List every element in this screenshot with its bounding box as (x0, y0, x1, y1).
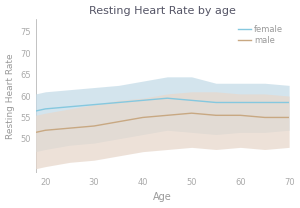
male (141, 116, 145, 119)
male (117, 120, 120, 123)
male (214, 114, 218, 116)
female (214, 101, 218, 104)
female (263, 101, 267, 104)
male (165, 114, 169, 116)
male (68, 127, 71, 129)
male (238, 114, 242, 116)
Y-axis label: Resting Heart Rate: Resting Heart Rate (6, 53, 15, 139)
female (34, 110, 38, 112)
male (190, 112, 194, 114)
Line: male: male (36, 113, 289, 132)
female (44, 108, 47, 110)
female (190, 99, 194, 102)
Title: Resting Heart Rate by age: Resting Heart Rate by age (89, 6, 236, 16)
male (34, 131, 38, 134)
male (92, 125, 96, 127)
male (44, 129, 47, 131)
female (165, 97, 169, 99)
female (117, 101, 120, 104)
Line: female: female (36, 98, 289, 111)
male (263, 116, 267, 119)
female (287, 101, 291, 104)
X-axis label: Age: Age (153, 192, 172, 202)
female (92, 103, 96, 106)
Legend: female, male: female, male (237, 23, 285, 46)
female (238, 101, 242, 104)
female (68, 105, 71, 108)
male (287, 116, 291, 119)
female (141, 99, 145, 102)
